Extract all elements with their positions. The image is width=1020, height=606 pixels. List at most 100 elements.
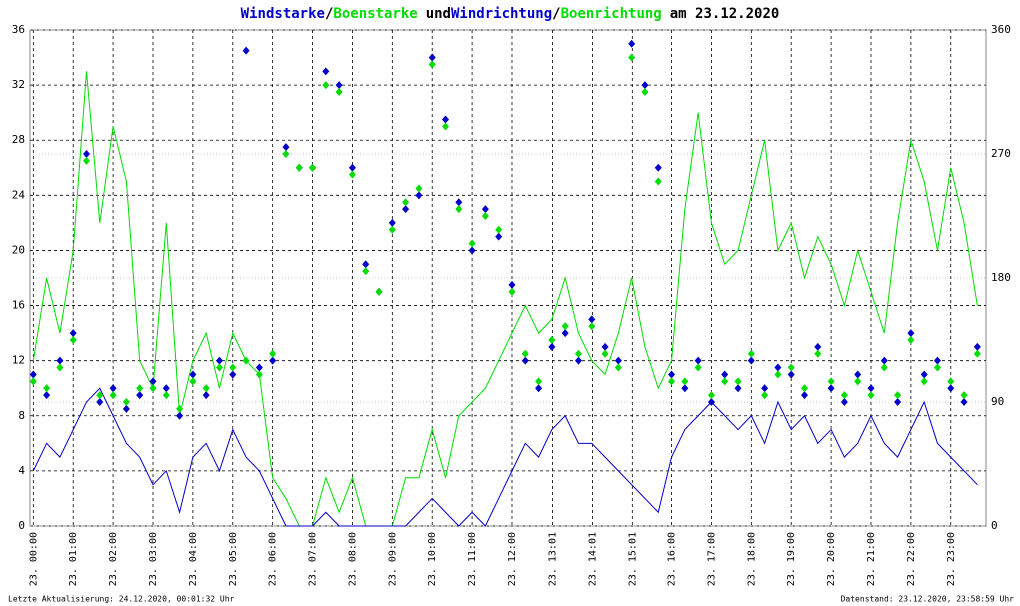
direction-point xyxy=(614,356,622,365)
direction-point xyxy=(282,150,290,158)
direction-point xyxy=(601,342,609,351)
direction-point xyxy=(282,143,290,152)
direction-point xyxy=(535,377,543,386)
direction-point xyxy=(774,370,782,379)
direction-point xyxy=(721,377,729,386)
x-tick-label: 23. 17:00 xyxy=(706,532,717,586)
direction-point xyxy=(96,398,104,406)
direction-point xyxy=(894,398,902,406)
x-tick-label: 23. 16:00 xyxy=(667,532,678,586)
direction-point xyxy=(29,377,37,386)
direction-point xyxy=(854,370,862,379)
direction-point xyxy=(787,370,795,379)
direction-point xyxy=(442,122,450,131)
direction-point xyxy=(521,349,529,358)
direction-point xyxy=(681,377,689,386)
direction-point xyxy=(535,384,543,393)
direction-point xyxy=(202,391,210,400)
direction-point xyxy=(814,342,822,351)
direction-point xyxy=(122,404,130,413)
direction-point xyxy=(402,198,410,207)
direction-point xyxy=(920,370,928,379)
x-tick-label: 23. 04:00 xyxy=(188,532,199,586)
direction-point xyxy=(681,384,689,393)
direction-point xyxy=(973,349,981,358)
direction-point xyxy=(840,398,848,406)
direction-point xyxy=(295,163,303,172)
x-tick-label: 23. 07:00 xyxy=(308,532,319,586)
direction-point xyxy=(69,336,77,344)
x-tick-label: 23. 21:00 xyxy=(866,532,877,586)
direction-point xyxy=(348,163,356,172)
data-line xyxy=(32,387,978,527)
direction-point xyxy=(189,370,197,379)
title-part: Windstarke xyxy=(241,6,325,22)
direction-point xyxy=(588,322,596,331)
y-tick-label: 0 xyxy=(18,519,25,532)
direction-point xyxy=(455,198,463,207)
x-tick-label: 23. 12:00 xyxy=(507,532,518,586)
y2-tick-label: 180 xyxy=(991,271,1011,284)
x-tick-label: 23. 19:00 xyxy=(786,532,797,586)
direction-point xyxy=(641,81,649,90)
direction-point xyxy=(907,329,915,338)
direction-point xyxy=(508,287,516,296)
x-tick-label: 23. 11:00 xyxy=(467,532,478,586)
data-line xyxy=(32,71,978,527)
direction-point xyxy=(840,391,848,400)
direction-point xyxy=(801,384,809,393)
x-tick-label: 23. 09:00 xyxy=(387,532,398,586)
y-tick-label: 12 xyxy=(12,354,25,367)
direction-point xyxy=(574,356,582,365)
direction-point xyxy=(734,384,742,393)
direction-point xyxy=(747,356,755,365)
y-tick-label: 28 xyxy=(12,133,25,146)
direction-point xyxy=(242,46,250,55)
direction-point xyxy=(548,336,556,344)
direction-point xyxy=(574,349,582,358)
x-tick-label: 23. 14:01 xyxy=(587,532,598,586)
y-tick-label: 32 xyxy=(12,78,25,91)
direction-point xyxy=(707,398,715,406)
direction-point xyxy=(149,384,157,393)
direction-point xyxy=(588,315,596,324)
direction-point xyxy=(415,191,423,200)
direction-point xyxy=(162,391,170,400)
direction-point xyxy=(947,384,955,393)
y-tick-label: 8 xyxy=(18,409,25,422)
direction-point xyxy=(309,163,317,172)
direction-point xyxy=(322,67,330,76)
x-tick-label: 23. 05:00 xyxy=(228,532,239,586)
direction-point xyxy=(43,391,51,400)
direction-point xyxy=(215,363,223,372)
direction-point xyxy=(202,384,210,393)
direction-point xyxy=(907,336,915,344)
footer-right: Datenstand: 23.12.2020, 23:58:59 Uhr xyxy=(841,595,1015,604)
x-tick-label: 23. 23:00 xyxy=(946,532,957,586)
direction-point xyxy=(322,81,330,90)
direction-point xyxy=(388,218,396,227)
direction-point xyxy=(481,205,489,214)
direction-point xyxy=(960,391,968,400)
direction-point xyxy=(255,370,263,379)
direction-point xyxy=(402,205,410,214)
direction-point xyxy=(827,384,835,393)
direction-point xyxy=(801,391,809,400)
direction-point xyxy=(734,377,742,386)
title-part: Windrichtung xyxy=(451,6,552,22)
direction-point xyxy=(335,81,343,90)
direction-point xyxy=(149,377,157,386)
direction-point xyxy=(694,363,702,372)
direction-point xyxy=(455,205,463,214)
direction-point xyxy=(69,329,77,338)
direction-point xyxy=(56,363,64,372)
direction-point xyxy=(654,163,662,172)
direction-point xyxy=(614,363,622,372)
y-tick-label: 20 xyxy=(12,243,25,256)
direction-point xyxy=(269,349,277,358)
x-tick-label: 23. 08:00 xyxy=(347,532,358,586)
direction-point xyxy=(269,356,277,365)
direction-point xyxy=(428,60,436,69)
direction-point xyxy=(56,356,64,365)
direction-point xyxy=(335,88,343,96)
